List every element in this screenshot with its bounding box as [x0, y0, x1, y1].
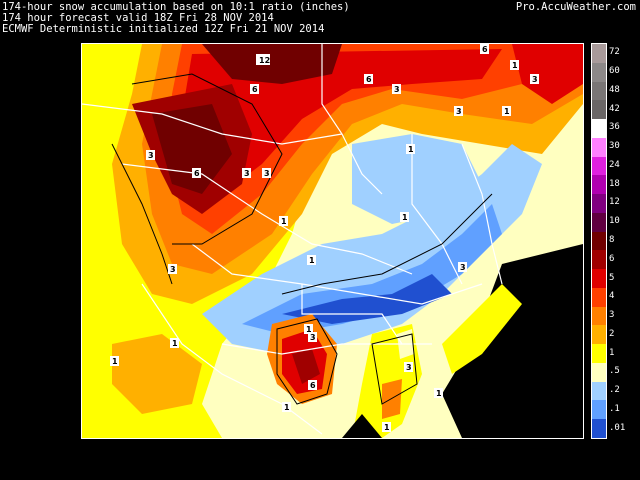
contour-label-3h: 3	[310, 333, 316, 342]
contour-label-1c: 1	[408, 145, 414, 154]
ocean-south	[342, 414, 382, 438]
contour-label-3g: 3	[460, 263, 466, 272]
legend-label: 42	[609, 103, 620, 114]
legend-swatch	[592, 62, 606, 82]
contour-label-12: 12	[259, 56, 270, 65]
region-five-inch-northeast	[512, 44, 583, 104]
legend-label: 36	[609, 122, 620, 133]
legend-label: 30	[609, 141, 620, 152]
contour-label-1d: 1	[504, 107, 510, 116]
contour-label-3d: 3	[244, 169, 250, 178]
legend-swatch	[592, 81, 606, 101]
legend-swatch	[592, 269, 606, 289]
legend-label: 8	[609, 235, 615, 245]
legend-swatch	[592, 212, 606, 232]
legend-label: 1	[609, 347, 615, 358]
ocean-east	[442, 244, 583, 438]
legend-swatch	[592, 419, 606, 439]
legend-label: 18	[609, 178, 620, 189]
legend-label: 2	[609, 328, 615, 339]
legend-swatch	[592, 344, 606, 364]
contour-label-3a: 3	[394, 85, 400, 94]
region-two-inch-southwest	[112, 334, 202, 414]
contour-label-3i: 3	[406, 363, 412, 372]
legend-label: .5	[609, 366, 620, 377]
region-eight-inch-north	[202, 44, 342, 84]
legend-swatch	[592, 362, 606, 382]
contour-label-3b: 3	[456, 107, 462, 116]
title-line: 174-hour snow accumulation based on 10:1…	[2, 1, 350, 13]
contour-label-6e: 6	[482, 45, 488, 54]
legend-label: 12	[609, 197, 620, 208]
legend-label: .01	[609, 422, 626, 433]
contour-label-1l: 1	[512, 61, 518, 70]
region-point-one-central	[242, 204, 502, 334]
contour-label-1h: 1	[284, 403, 290, 412]
region-five-inch-north	[182, 49, 502, 194]
legend-swatch	[592, 44, 606, 63]
legend-swatch	[592, 194, 606, 214]
state-borders	[82, 44, 503, 435]
legend-label: 48	[609, 84, 620, 95]
contour-label-6a: 6	[252, 85, 258, 94]
legend-swatch	[592, 175, 606, 195]
legend-swatch	[592, 231, 606, 251]
contour-label-1i: 1	[306, 325, 312, 334]
legend-swatch	[592, 381, 606, 401]
legend-swatch	[592, 306, 606, 326]
legend-label: 24	[609, 159, 620, 170]
legend-label: 6	[609, 253, 615, 264]
brand-label: Pro.AccuWeather.com	[515, 1, 636, 13]
legend-swatch	[592, 137, 606, 157]
model-init-line: ECMWF Deterministic initialized 12Z Fri …	[2, 23, 325, 35]
region-trace-central	[282, 274, 452, 324]
legend-swatch	[592, 250, 606, 270]
region-three-inch-southeast	[382, 379, 402, 419]
legend-label: 60	[609, 66, 620, 77]
legend-label: 10	[609, 216, 620, 227]
legend-label: 4	[609, 291, 615, 302]
contour-label-1a: 1	[281, 217, 287, 226]
region-point-two-northeast	[352, 134, 482, 224]
contour-label-1f: 1	[172, 339, 178, 348]
contour-label-1g: 1	[112, 357, 118, 366]
color-scale-bar	[591, 43, 607, 439]
legend-swatch	[592, 119, 606, 139]
contour-label-3e: 3	[264, 169, 270, 178]
contour-label-1k: 1	[436, 389, 442, 398]
legend-swatch	[592, 287, 606, 307]
contour-label-1b: 1	[309, 256, 315, 265]
region-eight-inch-lakes	[152, 104, 232, 194]
contour-label-6d: 6	[310, 381, 316, 390]
contour-lines	[111, 73, 493, 405]
legend-swatch	[592, 325, 606, 345]
legend-label: .1	[609, 403, 620, 414]
contour-label-6c: 6	[194, 169, 200, 178]
contour-label-1j: 1	[384, 423, 390, 432]
region-one-inch-coast	[442, 284, 522, 374]
contour-label-6b: 6	[366, 75, 372, 84]
legend-label: .2	[609, 385, 620, 396]
legend-swatch	[592, 100, 606, 120]
forecast-valid-line: 174 hour forecast valid 18Z Fri 28 NOV 2…	[2, 12, 274, 24]
legend-label: 5	[609, 272, 615, 283]
region-six-inch-south	[292, 349, 320, 384]
contour-label-3j: 3	[532, 75, 538, 84]
contour-label-3c: 3	[148, 151, 154, 160]
legend-swatch	[592, 400, 606, 420]
legend-label: 72	[609, 47, 620, 58]
map-canvas: 12 6 3 6 3 3 6 3 3 1 1 3 1 1	[82, 44, 583, 438]
snow-accumulation-map: 12 6 3 6 3 3 6 3 3 1 1 3 1 1	[81, 43, 584, 439]
contour-label-3f: 3	[170, 265, 176, 274]
legend-label: 3	[609, 310, 615, 321]
legend-swatch	[592, 156, 606, 176]
contour-label-group: 12 6 3 6 3 3 6 3 3 1 1 3 1 1	[110, 44, 539, 432]
contour-label-1e: 1	[402, 213, 408, 222]
